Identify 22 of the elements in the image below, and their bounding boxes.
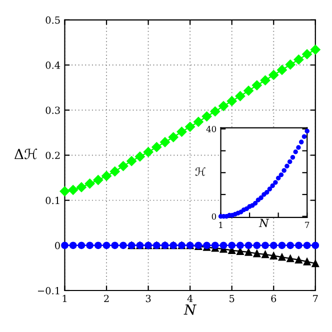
y-tick-label: 0 [212, 213, 216, 220]
x-tick-label: 1 [219, 222, 222, 228]
y-tick-label: 0.5 [46, 16, 60, 24]
x-tick-label: 7 [305, 222, 310, 228]
x-axis-title: N [184, 304, 197, 315]
y-tick-label: 0 [55, 242, 60, 250]
x-tick-label: 7 [313, 294, 318, 302]
y-tick-label: 0.4 [46, 61, 60, 69]
x-tick-label: 1 [62, 294, 66, 302]
y-axis-title: ℋ [195, 167, 206, 176]
x-axis-title: N [258, 218, 270, 228]
y-tick-label: 40 [206, 126, 216, 132]
x-tick-label: 6 [271, 294, 276, 302]
x-tick-label: 4 [187, 294, 193, 302]
x-tick-label: 2 [104, 294, 109, 302]
y-tick-label: 0.1 [46, 196, 60, 204]
y-tick-label: 0.3 [46, 106, 60, 114]
x-tick-label: 3 [146, 294, 151, 302]
y-tick-label: −0.1 [38, 286, 60, 294]
y-tick-label: 0.2 [46, 152, 60, 160]
y-axis-title: Δℋ [14, 148, 38, 160]
x-tick-label: 5 [230, 294, 234, 302]
